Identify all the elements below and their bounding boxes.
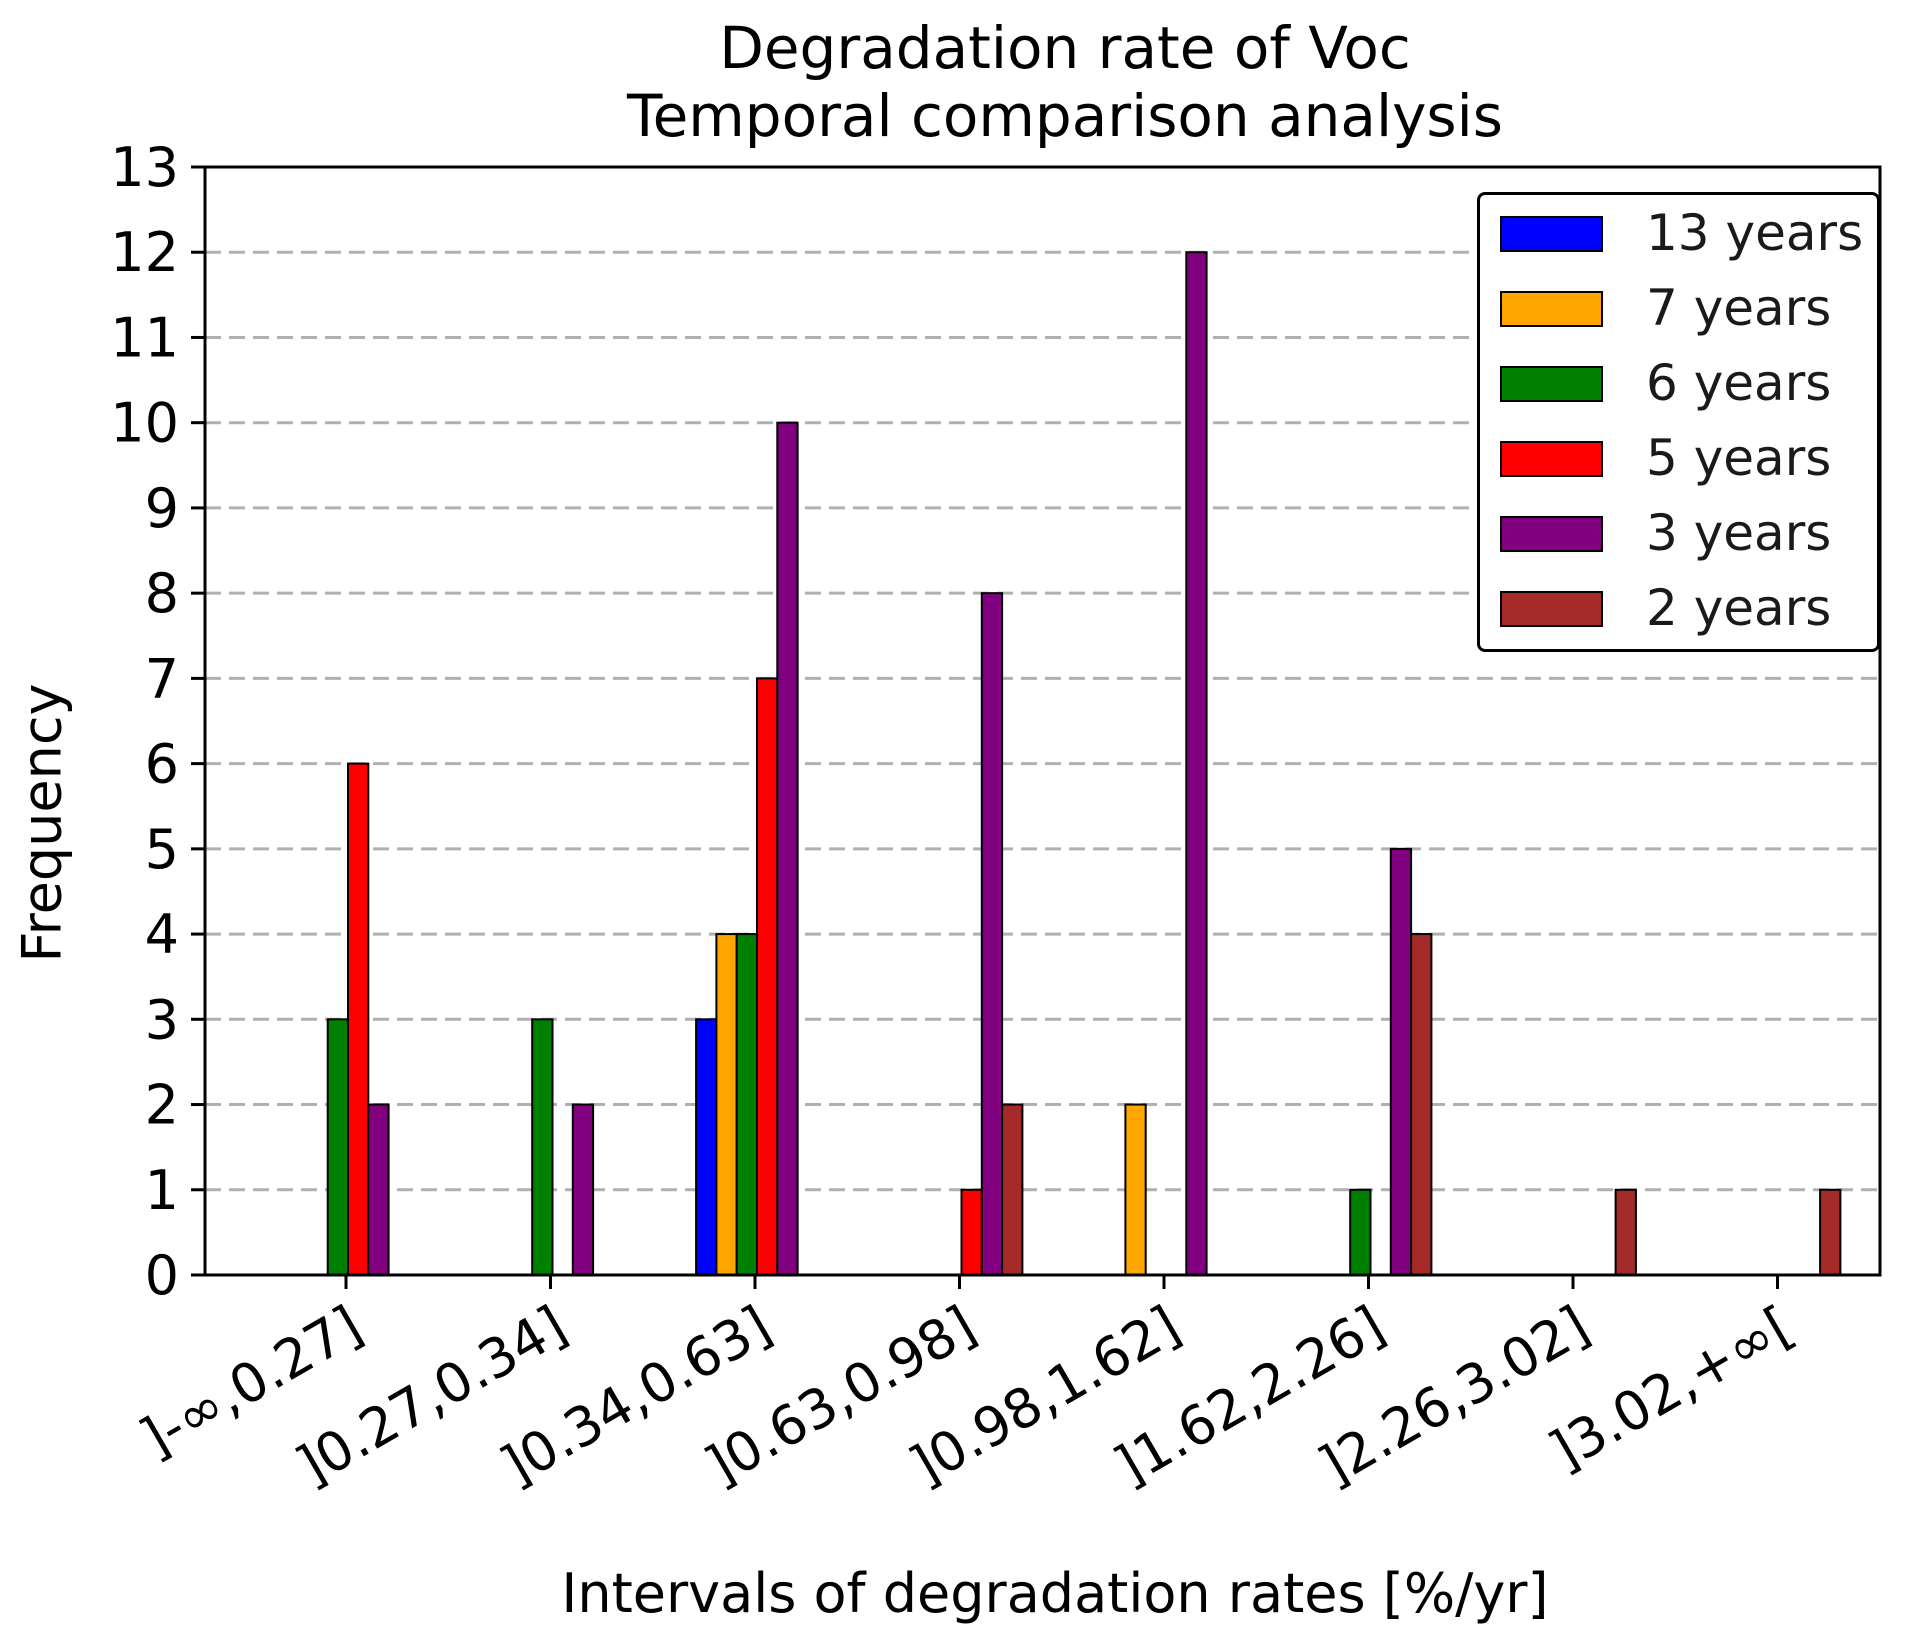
y-axis-label: Frequency: [10, 683, 74, 963]
bar-3-years-1: [367, 1103, 390, 1276]
y-tick-label: 8: [145, 562, 179, 625]
legend-item-7-years: 7 years: [1480, 278, 1877, 338]
y-tick-label: 2: [145, 1074, 179, 1137]
legend-item-3-years: 3 years: [1480, 503, 1877, 563]
legend-item-2-years: 2 years: [1480, 578, 1877, 638]
legend-swatch: [1500, 591, 1603, 627]
legend-swatch: [1500, 291, 1603, 327]
bar-2-years-6: [1410, 933, 1433, 1276]
bar-2-years-4: [1001, 1103, 1024, 1276]
y-tick-label: 11: [110, 306, 179, 369]
y-tick-label: 7: [145, 647, 179, 710]
legend-item-13-years: 13 years: [1480, 203, 1877, 263]
bar-7-years-5: [1124, 1103, 1147, 1276]
legend-swatch: [1500, 216, 1603, 252]
bar-3-years-2: [571, 1103, 595, 1276]
bar-13-years-3: [695, 1018, 718, 1276]
bar-7-years-3: [715, 933, 738, 1276]
y-tick-label: 0: [145, 1244, 179, 1307]
bar-6-years-6: [1349, 1188, 1372, 1277]
chart-title-line-2: Temporal comparison analysis: [627, 82, 1503, 150]
legend-label: 3 years: [1646, 504, 1832, 562]
y-tick-label: 3: [145, 988, 179, 1051]
y-tick-label: 13: [110, 136, 179, 199]
x-axis-label: Intervals of degradation rates [%/yr]: [561, 1562, 1549, 1625]
bar-6-years-3: [735, 933, 759, 1276]
legend-label: 2 years: [1646, 579, 1832, 637]
bar-5-years-3: [756, 677, 779, 1276]
bar-5-years-4: [960, 1188, 983, 1277]
legend-label: 5 years: [1646, 429, 1832, 487]
y-tick-label: 9: [145, 477, 179, 540]
y-tick-label: 4: [145, 903, 179, 966]
legend-item-6-years: 6 years: [1480, 353, 1877, 413]
bar-3-years-3: [776, 421, 799, 1276]
y-tick-label: 1: [145, 1159, 179, 1222]
legend-swatch: [1500, 516, 1603, 552]
legend-label: 6 years: [1646, 354, 1832, 412]
bar-3-years-5: [1185, 251, 1208, 1276]
y-tick-label: 5: [145, 818, 179, 881]
bar-2-years-7: [1614, 1188, 1637, 1277]
y-tick-label: 12: [110, 221, 179, 284]
y-tick-label: 10: [110, 392, 179, 455]
legend-swatch: [1500, 441, 1603, 477]
legend: 13 years 7 years 6 years 5 years 3 years…: [1477, 192, 1880, 652]
bar-5-years-1: [347, 762, 370, 1276]
chart-title-line-1: Degradation rate of Voc: [719, 14, 1411, 82]
bar-2-years-8: [1819, 1188, 1842, 1277]
bar-6-years-2: [531, 1018, 554, 1276]
legend-item-5-years: 5 years: [1480, 428, 1877, 488]
bar-6-years-1: [326, 1018, 350, 1276]
legend-label: 7 years: [1646, 279, 1832, 337]
bar-3-years-6: [1389, 847, 1413, 1276]
bar-3-years-4: [980, 592, 1004, 1276]
legend-label: 13 years: [1646, 204, 1864, 262]
legend-swatch: [1500, 366, 1603, 402]
plot-frame: [203, 165, 1882, 1277]
y-tick-label: 6: [145, 733, 179, 796]
